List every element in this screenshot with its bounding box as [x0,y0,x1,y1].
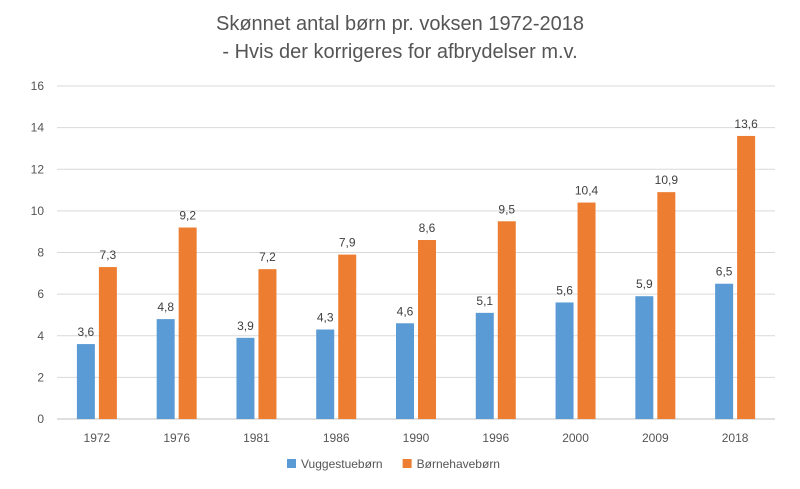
x-tick-label: 1990 [403,431,430,445]
x-tick-label: 2018 [722,431,749,445]
chart-title: Skønnet antal børn pr. voksen 1972-2018 [215,13,584,35]
data-label: 4,8 [157,300,174,314]
legend-entry: Vuggestuebørn [301,457,383,471]
bar [396,323,414,419]
data-label: 5,1 [476,294,493,308]
bar [555,302,574,419]
y-tick-label: 8 [37,246,44,260]
data-label: 6,5 [716,265,733,279]
bar [635,296,654,419]
x-tick-label: 1976 [163,431,190,445]
legend-swatch [287,459,296,468]
bar [737,135,756,419]
bar [156,319,175,419]
bar [475,312,494,419]
data-label: 8,6 [419,221,436,235]
y-tick-label: 4 [37,329,44,343]
bar [316,329,335,419]
x-tick-label: 1981 [243,431,270,445]
bar [178,227,197,419]
data-label: 3,6 [78,325,95,339]
data-label: 5,6 [556,283,573,297]
data-label: 7,9 [339,236,356,250]
legend-swatch [402,459,412,468]
data-label: 5,9 [636,277,653,291]
bar [715,283,734,419]
bar [236,337,255,419]
data-label: 9,2 [179,209,196,223]
bar [98,267,117,419]
data-label: 7,3 [100,248,117,262]
bar [657,192,676,419]
y-tick-label: 12 [31,162,45,176]
data-label: 3,9 [237,319,254,333]
x-tick-label: 1986 [323,431,350,445]
y-tick-label: 2 [37,370,44,384]
bar [497,221,516,419]
data-label: 4,3 [317,311,334,325]
data-label: 10,9 [655,173,679,187]
data-label: 7,2 [259,250,276,264]
y-tick-label: 16 [31,79,45,93]
chart-subtitle: - Hvis der korrigeres for afbrydelser m.… [222,41,578,63]
bar [258,269,277,419]
bar [577,202,596,419]
y-tick-label: 0 [37,412,44,426]
x-tick-label: 2000 [562,431,589,445]
y-tick-label: 10 [31,204,45,218]
x-tick-label: 1972 [84,431,111,445]
bar [338,254,357,419]
x-tick-label: 2009 [642,431,669,445]
legend-entry: Børnehavebørn [417,457,500,471]
y-tick-label: 14 [31,121,45,135]
data-label: 13,6 [734,117,758,131]
x-tick-label: 1996 [482,431,509,445]
y-tick-label: 6 [37,287,44,301]
bar [418,240,436,419]
data-label: 10,4 [575,184,599,198]
bar [76,344,95,419]
data-label: 4,6 [397,304,414,318]
data-label: 9,5 [498,202,515,216]
